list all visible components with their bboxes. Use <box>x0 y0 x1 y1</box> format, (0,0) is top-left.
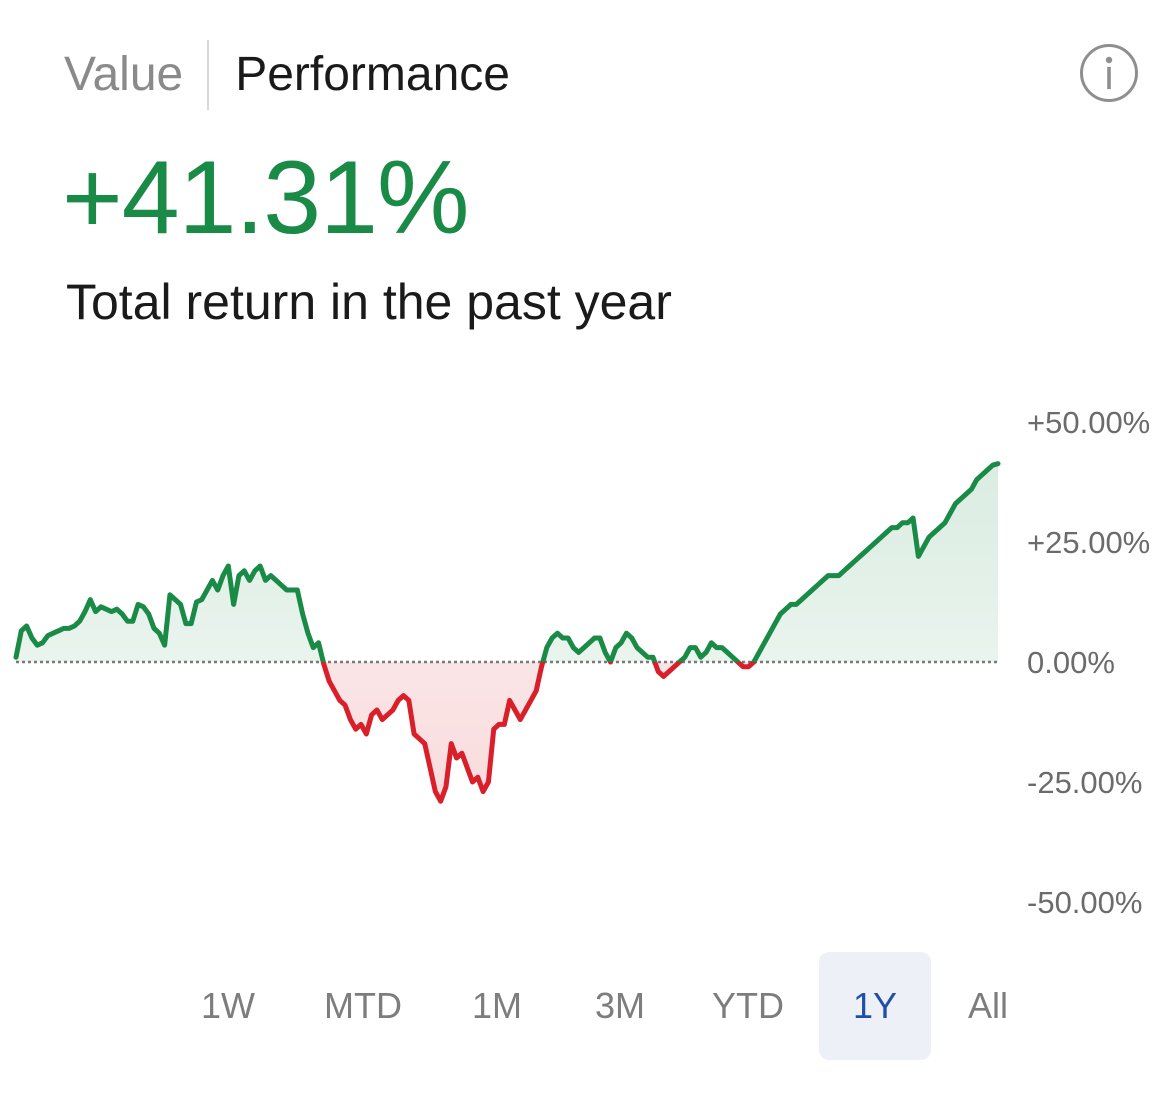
performance-chart: +50.00% +25.00% 0.00% -25.00% -50.00% <box>13 405 1150 920</box>
tab-performance[interactable]: Performance <box>207 40 510 110</box>
y-tick-label: -25.00% <box>1027 765 1142 800</box>
range-mtd[interactable]: MTD <box>324 985 402 1026</box>
range-all[interactable]: All <box>967 985 1008 1026</box>
range-1y[interactable]: 1Y <box>819 952 931 1060</box>
negative-area-fill <box>16 662 998 802</box>
y-tick-label: +25.00% <box>1027 525 1150 560</box>
total-return-subtitle: Total return in the past year <box>66 274 672 330</box>
view-tabs: Value Performance <box>64 40 510 110</box>
range-1w[interactable]: 1W <box>201 985 255 1026</box>
tab-value[interactable]: Value <box>64 48 184 101</box>
range-selector: 1W MTD 1M 3M YTD 1Y All <box>160 952 1040 1060</box>
info-button[interactable] <box>1080 44 1138 102</box>
info-circle-icon <box>1105 56 1113 89</box>
total-return-value: +41.31% <box>62 140 469 256</box>
range-3m[interactable]: 3M <box>594 985 645 1026</box>
series-line-positive <box>13 461 1001 662</box>
y-tick-label: 0.00% <box>1027 645 1115 680</box>
range-ytd[interactable]: YTD <box>712 985 784 1026</box>
range-1m[interactable]: 1M <box>471 985 522 1026</box>
y-tick-label: +50.00% <box>1027 405 1150 440</box>
series-line-negative <box>320 662 757 804</box>
positive-area-fill <box>16 463 998 662</box>
y-tick-label: -50.00% <box>1027 885 1142 920</box>
